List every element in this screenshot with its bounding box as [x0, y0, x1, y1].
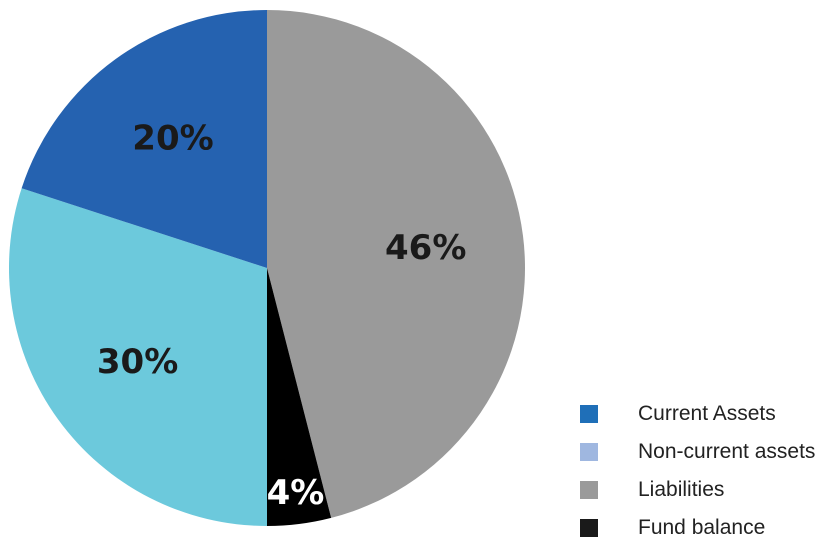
legend: Current Assets Non-current assets Liabil… [580, 395, 815, 547]
slice-value-label: 46% [385, 228, 466, 268]
legend-label: Current Assets [638, 402, 776, 426]
legend-label: Liabilities [638, 478, 724, 502]
legend-swatch [580, 481, 598, 499]
legend-swatch [580, 443, 598, 461]
legend-item-current-assets: Current Assets [580, 395, 815, 433]
legend-label: Fund balance [638, 516, 765, 540]
slice-value-label: 20% [132, 119, 213, 159]
pie-slices [9, 10, 525, 526]
legend-swatch [580, 405, 598, 423]
legend-swatch [580, 519, 598, 537]
legend-item-liabilities: Liabilities [580, 471, 815, 509]
legend-item-fund-balance: Fund balance [580, 509, 815, 547]
legend-item-non-current-assets: Non-current assets [580, 433, 815, 471]
slice-value-label: 4% [267, 473, 325, 513]
slice-value-label: 30% [97, 342, 178, 382]
legend-label: Non-current assets [638, 440, 815, 464]
